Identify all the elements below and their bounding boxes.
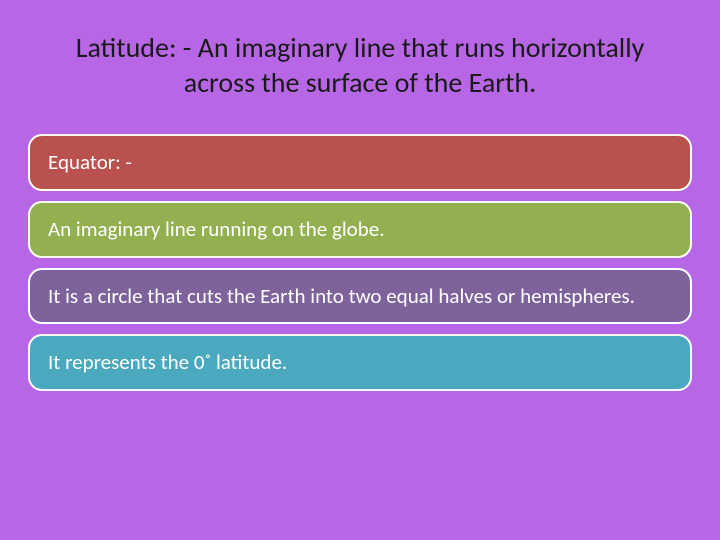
card-list: Equator: - An imaginary line running on … [28, 134, 692, 391]
card-item: It is a circle that cuts the Earth into … [28, 268, 692, 325]
slide-title: Latitude: - An imaginary line that runs … [28, 30, 692, 100]
card-item: An imaginary line running on the globe. [28, 201, 692, 258]
card-item: It represents the 0˚ latitude. [28, 334, 692, 391]
slide: Latitude: - An imaginary line that runs … [0, 0, 720, 540]
card-item: Equator: - [28, 134, 692, 191]
